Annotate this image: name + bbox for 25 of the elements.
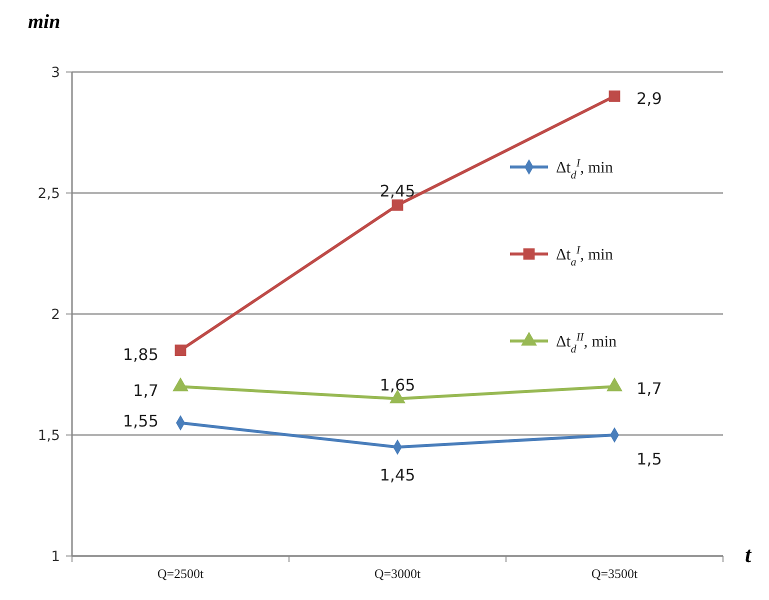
- data-label: 1,5: [636, 450, 662, 469]
- legend-label: Δt$_{a}$$^{I}$, min: [556, 244, 613, 269]
- x-axis-title: t: [745, 542, 752, 567]
- legend-label: Δt$_{d}$$^{II}$, min: [556, 332, 617, 356]
- data-label: 2,45: [380, 182, 416, 201]
- data-label: 1,85: [122, 344, 158, 364]
- data-label: 2,9: [636, 88, 662, 108]
- data-label: 1,45: [380, 466, 416, 485]
- legend-label: Δt$_{d}$$^{I}$, min: [556, 158, 613, 182]
- data-label: 1,7: [636, 379, 662, 398]
- y-axis-title: min: [28, 11, 60, 33]
- y-tick-label: 2: [51, 306, 60, 323]
- data-label: 1,55: [122, 412, 158, 430]
- y-tick-label: 3: [51, 64, 60, 81]
- y-tick-label: 1: [51, 548, 60, 565]
- y-tick-label: 2,5: [38, 186, 60, 202]
- data-label: 1,65: [380, 375, 416, 394]
- y-tick-label: 1,5: [38, 428, 60, 444]
- point: [174, 344, 186, 356]
- x-tick-label: Q=3500t: [591, 566, 638, 581]
- point: [608, 90, 620, 102]
- point: [392, 199, 404, 211]
- data-label: 1,7: [133, 381, 158, 400]
- x-tick-label: Q=2500t: [157, 566, 204, 581]
- x-tick-label: Q=3000t: [374, 566, 422, 581]
